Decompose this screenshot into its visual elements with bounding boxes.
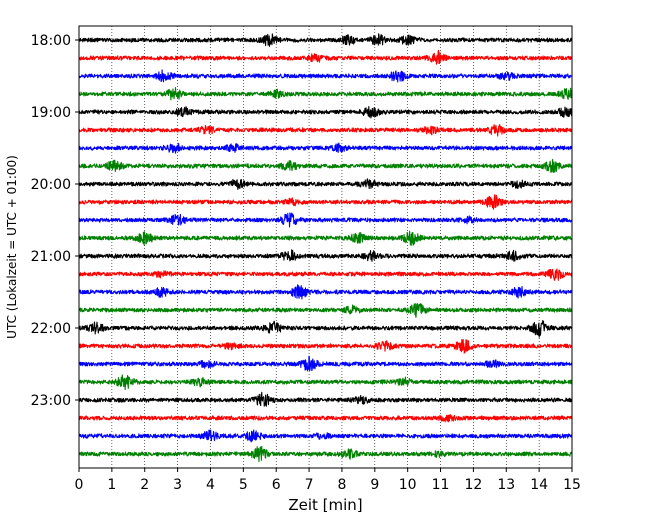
seismic-trace-line (78, 284, 573, 300)
y-tick-label: 21:00 (31, 249, 71, 265)
x-tick-label: 5 (239, 477, 248, 493)
seismic-trace-line (78, 319, 573, 338)
seismic-trace-line (78, 86, 573, 101)
seismic-trace-line (78, 69, 573, 83)
x-tick-label: 7 (305, 477, 314, 493)
x-tick-label: 2 (140, 477, 149, 493)
x-tick-label: 12 (464, 477, 482, 493)
seismic-trace-line (78, 429, 573, 443)
plot-frame (78, 25, 573, 469)
x-tick-label: 1 (107, 477, 116, 493)
seismic-trace-line (78, 374, 573, 390)
seismic-trace-line (78, 249, 573, 262)
seismic-trace-line (78, 158, 573, 173)
seismic-traces (78, 33, 573, 463)
y-axis-label: UTC (Lokalzeit = UTC + 01:00) (5, 155, 19, 339)
x-tick-label: 4 (206, 477, 215, 493)
seismic-trace-line (78, 355, 573, 372)
x-tick-label: 6 (272, 477, 281, 493)
x-tick-label: 9 (370, 477, 379, 493)
seismic-trace-line (78, 212, 573, 228)
seismic-trace-line (78, 124, 573, 137)
y-tick-label: 22:00 (31, 321, 71, 337)
x-tick-label: 14 (530, 477, 548, 493)
y-tick-label: 18:00 (31, 33, 71, 49)
seismic-trace-line (78, 49, 573, 65)
x-tick-label: 8 (337, 477, 346, 493)
seismic-trace-line (78, 391, 573, 407)
x-tick-label: 11 (432, 477, 450, 493)
x-tick-label: 0 (75, 477, 84, 493)
x-tick-label: 13 (497, 477, 515, 493)
y-tick-label: 23:00 (31, 393, 71, 409)
x-tick-label: 3 (173, 477, 182, 493)
seismic-trace-line (78, 303, 573, 318)
seismic-trace-line (78, 106, 573, 119)
seismic-trace-line (78, 178, 573, 190)
x-tick-label: 15 (563, 477, 581, 493)
seismic-trace-line (78, 142, 573, 154)
seismic-trace-line (78, 338, 573, 354)
seismic-trace-line (78, 413, 573, 423)
x-axis: 0 1 2 3 4 5 6 7 8 9 10 11 12 13 14 15 (75, 468, 581, 493)
seismic-trace-line (78, 230, 573, 246)
seismic-trace-line (78, 445, 573, 463)
y-axis: 18:00 19:00 20:00 21:00 22:00 23:00 (31, 33, 79, 409)
seismic-trace-line (78, 33, 573, 47)
x-axis-label: Zeit [min] (288, 496, 362, 514)
y-tick-label: 20:00 (31, 177, 71, 193)
seismic-trace-line (78, 194, 573, 210)
x-tick-label: 10 (399, 477, 417, 493)
y-tick-label: 19:00 (31, 105, 71, 121)
seismic-trace-line (78, 268, 573, 281)
